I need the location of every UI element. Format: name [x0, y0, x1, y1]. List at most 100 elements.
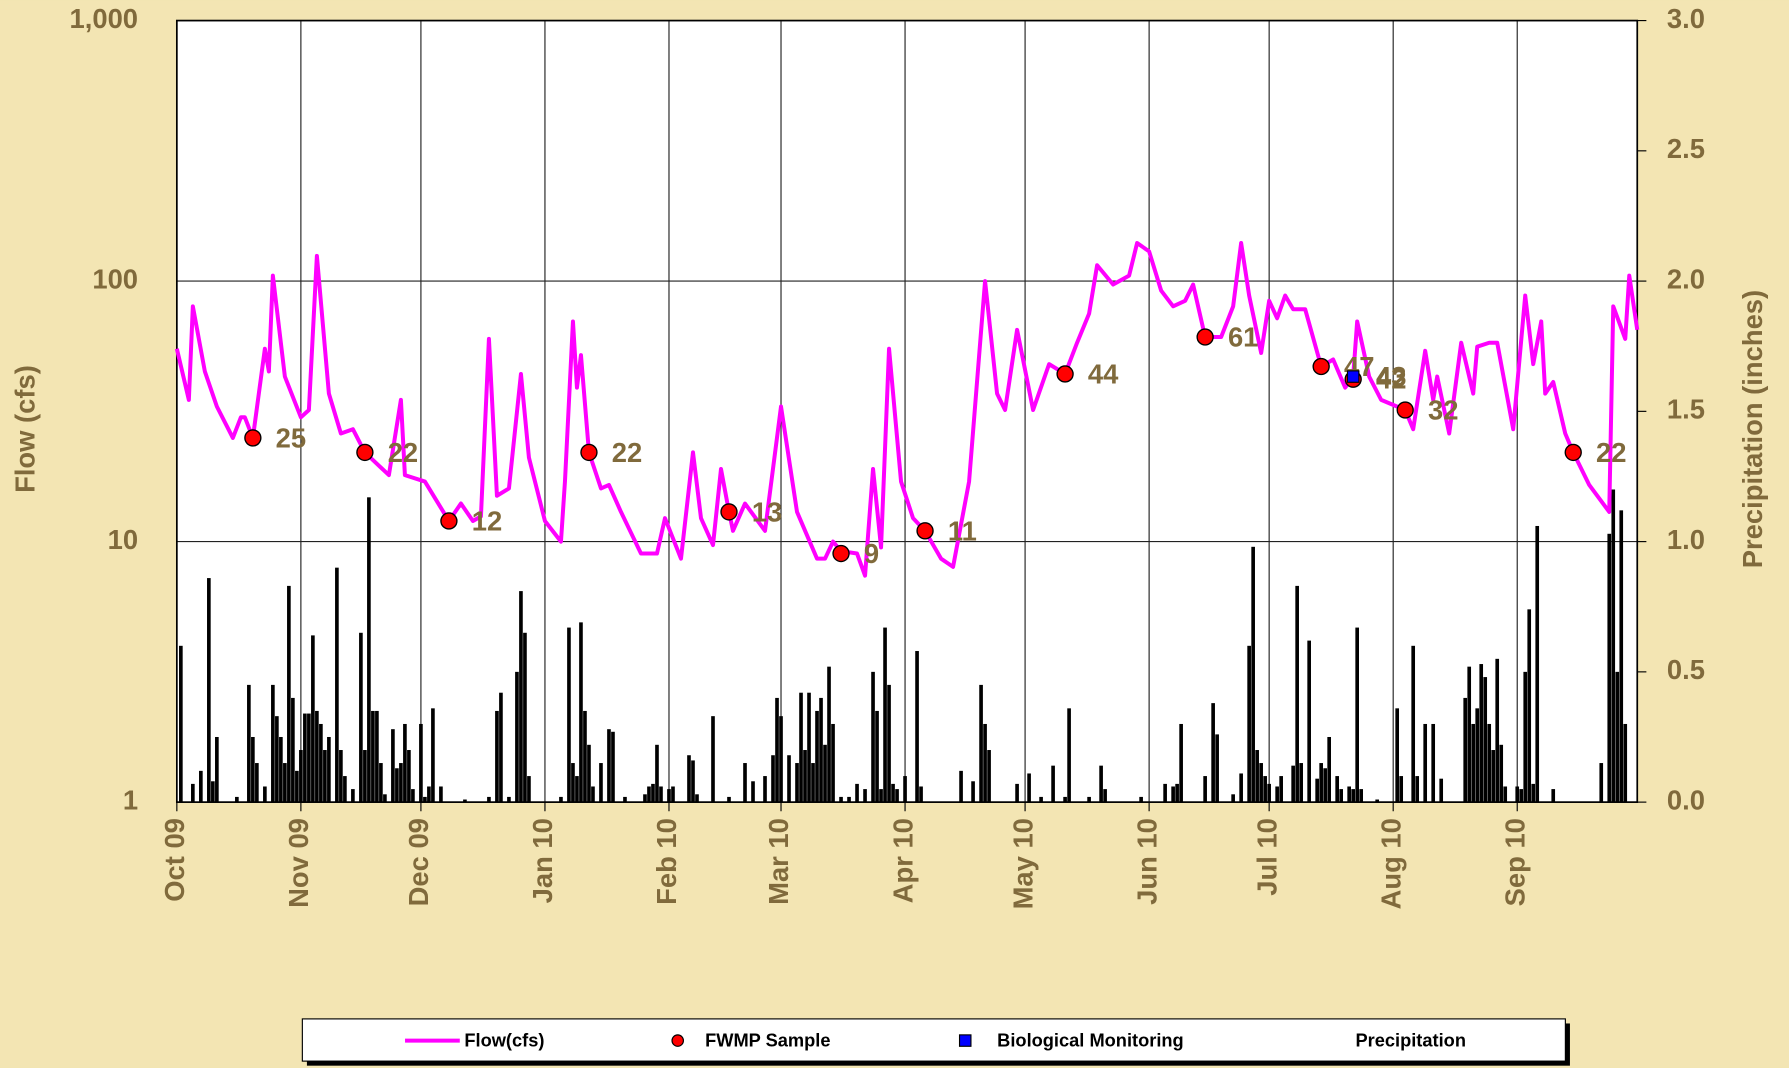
precip-bar [271, 684, 275, 803]
precip-bar [655, 744, 659, 803]
precip-bar [607, 729, 611, 803]
precip-bar [527, 776, 531, 803]
data-label: 22 [612, 437, 642, 468]
precip-bar [303, 713, 307, 803]
x-tick-label: Apr 10 [887, 818, 918, 903]
precip-bar [811, 763, 815, 803]
plot-frame [175, 19, 1639, 803]
precip-bar [1263, 776, 1267, 803]
precip-bar [559, 796, 563, 803]
precip-bar [191, 783, 195, 803]
precip-bar [1063, 796, 1067, 803]
precip-bar [659, 786, 663, 803]
precip-bar [207, 578, 211, 803]
chart-layer: Oct 09 Nov 09 Dec 09 Jan 10 Feb 10 Mar 10 Apr … [70, 3, 1705, 910]
precip-bar [287, 585, 291, 803]
precip-bar [1099, 765, 1103, 803]
precip-bar [507, 796, 511, 803]
precip-bar [1307, 640, 1311, 803]
precip-bar [1355, 627, 1360, 803]
precip-bar [1319, 763, 1323, 803]
sample-marker [916, 522, 934, 540]
precip-bar [651, 783, 655, 803]
precip-bar [291, 697, 295, 803]
precip-bar [235, 796, 239, 803]
data-label: 25 [276, 422, 306, 453]
precip-bar [411, 789, 415, 803]
precip-bar [1239, 773, 1243, 803]
precip-bar [367, 497, 371, 803]
sample-marker [1564, 443, 1582, 462]
precip-bar [1611, 489, 1616, 803]
precip-bar [1175, 783, 1179, 803]
precip-bar [875, 710, 879, 803]
precip-bar [1211, 703, 1215, 803]
data-label: 44 [1088, 358, 1119, 389]
precip-bar [199, 770, 203, 803]
precip-bar [1335, 776, 1339, 803]
y2-tick-label: 1.0 [1667, 524, 1705, 555]
y2-tick-label: 1.5 [1667, 394, 1705, 425]
precip-bar [787, 755, 791, 803]
precip-bar [771, 755, 775, 803]
precip-bar [211, 781, 215, 803]
precip-bar [1103, 789, 1107, 803]
precip-bar [1087, 796, 1091, 803]
precip-bar [871, 671, 875, 803]
precip-bar [463, 799, 467, 803]
legend-box [301, 1018, 1566, 1062]
legend-label: Biological Monitoring [997, 1030, 1184, 1051]
sample-marker [440, 512, 458, 530]
precip-bar [959, 770, 963, 803]
precip-bar [1399, 776, 1404, 803]
precip-bar [1463, 697, 1468, 803]
precip-bar [1275, 786, 1279, 803]
sample-marker [1396, 401, 1414, 419]
precip-bar [567, 627, 571, 803]
precip-bar [371, 710, 375, 803]
precip-bar [971, 781, 975, 803]
precip-bar [895, 789, 899, 803]
precip-bar [1347, 786, 1351, 803]
precip-bar [1203, 776, 1207, 803]
precip-bar [587, 744, 591, 803]
precip-bar [1423, 723, 1428, 803]
precip-bar [1599, 763, 1604, 803]
data-label: 32 [1428, 395, 1458, 426]
precip-bar [1607, 533, 1612, 803]
y-axis-label: Flow (cfs) [10, 365, 41, 493]
precip-bar [1619, 510, 1624, 803]
precip-bar [1359, 789, 1364, 803]
data-label: 12 [472, 505, 502, 536]
precip-bar [919, 786, 923, 803]
precip-bar [779, 716, 783, 803]
precip-bar [775, 697, 779, 803]
precip-bar [215, 736, 219, 803]
precip-bar [395, 768, 399, 803]
precip-bar [691, 760, 695, 803]
x-tick-label: Jun 10 [1131, 818, 1162, 905]
precip-bar [979, 684, 983, 803]
precip-bar [815, 710, 819, 803]
precip-bar [1231, 794, 1235, 803]
sample-marker [356, 443, 374, 462]
precip-bar [891, 783, 895, 803]
precip-bar [439, 786, 443, 803]
flow-line [174, 241, 1640, 578]
precip-bar [1495, 658, 1500, 803]
precip-bar [523, 632, 527, 803]
precip-bar [499, 692, 503, 803]
precip-bar [423, 796, 427, 803]
sample-marker [1312, 357, 1330, 376]
y2-tick-label: 0.0 [1667, 784, 1705, 815]
precip-bar [1291, 765, 1295, 803]
precip-bar [391, 729, 395, 803]
precip-bar [879, 789, 883, 803]
precip-bar [795, 763, 799, 803]
sample-marker [244, 429, 262, 447]
precip-bar [487, 796, 491, 803]
precip-bar [1163, 783, 1167, 803]
precip-bar [1351, 789, 1356, 803]
data-label: 43 [1376, 361, 1406, 392]
